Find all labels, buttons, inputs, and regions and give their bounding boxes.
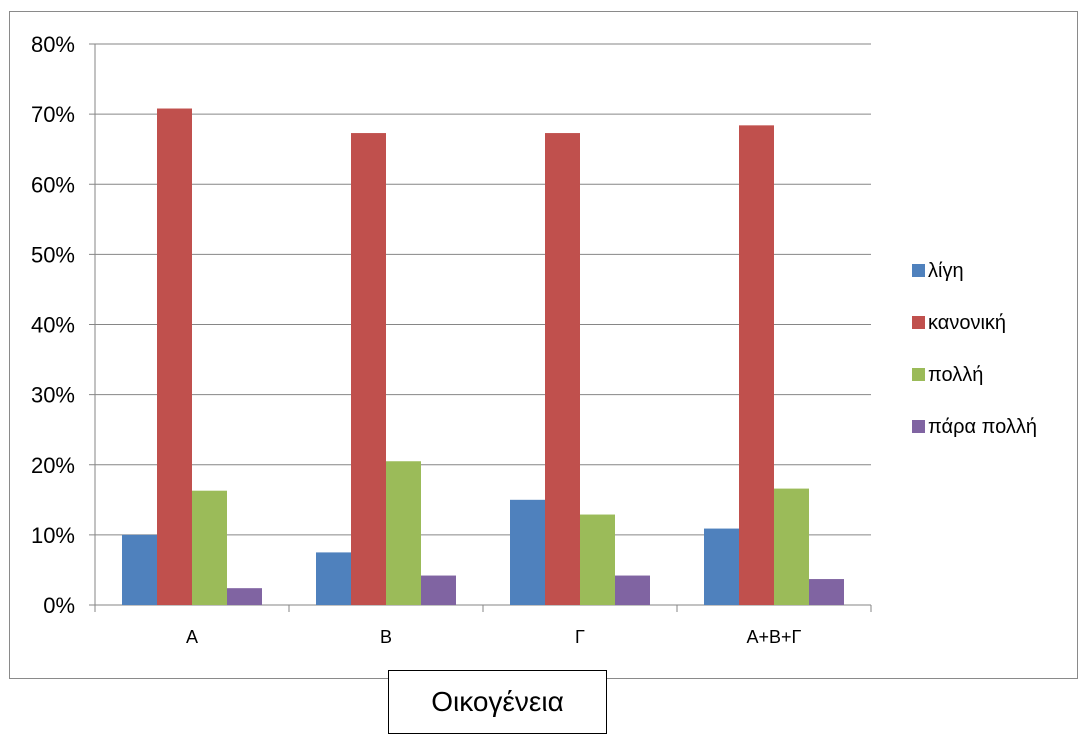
- bar: [351, 133, 386, 605]
- legend-swatch: [912, 368, 925, 381]
- bar: [316, 552, 351, 605]
- x-tick-label: A: [186, 627, 198, 647]
- y-tick-label: 40%: [31, 313, 75, 338]
- bar: [227, 588, 262, 605]
- legend-swatch: [912, 264, 925, 277]
- y-tick-label: 80%: [31, 32, 75, 57]
- bar: [192, 490, 227, 605]
- legend-label: λίγη: [928, 260, 964, 282]
- y-tick-label: 30%: [31, 383, 75, 408]
- y-tick-label: 20%: [31, 453, 75, 478]
- bar: [421, 575, 456, 605]
- x-tick-label: B: [380, 627, 392, 647]
- bar: [122, 534, 157, 605]
- chart-frame: 0% 10% 20% 30% 40% 50% 60% 70% 80% A B Γ A+B+Γ λίγη κα…: [9, 11, 1078, 679]
- bar: [386, 461, 421, 605]
- legend-swatch: [912, 420, 925, 433]
- bar: [157, 108, 192, 605]
- x-tick-label: A+B+Γ: [747, 627, 802, 647]
- x-tick-label: Γ: [575, 627, 585, 647]
- legend-label: πολλή: [928, 364, 983, 386]
- bar: [545, 133, 580, 605]
- legend-label: κανονική: [928, 312, 1006, 334]
- bar: [704, 528, 739, 605]
- y-tick-label: 10%: [31, 523, 75, 548]
- legend-label: πάρα πολλή: [928, 416, 1037, 438]
- y-tick-label: 60%: [31, 172, 75, 197]
- y-tick-label: 70%: [31, 102, 75, 127]
- bar-chart: 0% 10% 20% 30% 40% 50% 60% 70% 80% A B Γ A+B+Γ λίγη κα…: [31, 32, 1037, 647]
- bar: [510, 499, 545, 605]
- bar: [774, 488, 809, 605]
- legend-swatch: [912, 316, 925, 329]
- bar: [739, 125, 774, 605]
- bar: [580, 514, 615, 605]
- x-axis-title: Οικογένεια: [388, 670, 607, 734]
- y-tick-label: 0%: [43, 593, 75, 618]
- bar: [615, 575, 650, 605]
- bar: [809, 579, 844, 605]
- y-tick-label: 50%: [31, 242, 75, 267]
